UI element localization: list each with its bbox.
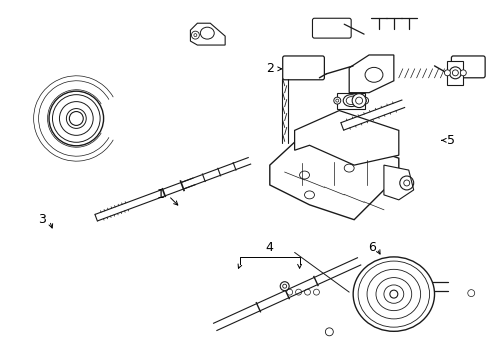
Ellipse shape	[343, 95, 359, 107]
Polygon shape	[384, 165, 414, 200]
Ellipse shape	[334, 97, 341, 104]
FancyBboxPatch shape	[313, 18, 351, 38]
Text: 2: 2	[266, 62, 274, 75]
Text: 3: 3	[38, 213, 46, 226]
Polygon shape	[337, 93, 365, 109]
FancyBboxPatch shape	[451, 56, 485, 78]
Text: 1: 1	[157, 188, 165, 201]
Polygon shape	[447, 61, 464, 85]
Ellipse shape	[352, 94, 366, 108]
Ellipse shape	[362, 97, 368, 104]
Ellipse shape	[280, 282, 289, 291]
Polygon shape	[270, 129, 399, 220]
Polygon shape	[191, 23, 225, 45]
Ellipse shape	[460, 70, 466, 76]
Ellipse shape	[49, 91, 103, 146]
Ellipse shape	[444, 70, 450, 76]
Polygon shape	[349, 55, 394, 93]
Ellipse shape	[353, 257, 435, 331]
Text: 6: 6	[368, 241, 376, 254]
Ellipse shape	[192, 31, 199, 39]
Text: 5: 5	[447, 134, 455, 147]
Text: 4: 4	[266, 241, 274, 254]
Ellipse shape	[200, 27, 214, 39]
FancyBboxPatch shape	[283, 56, 324, 80]
Ellipse shape	[449, 67, 461, 79]
Polygon shape	[294, 111, 399, 165]
